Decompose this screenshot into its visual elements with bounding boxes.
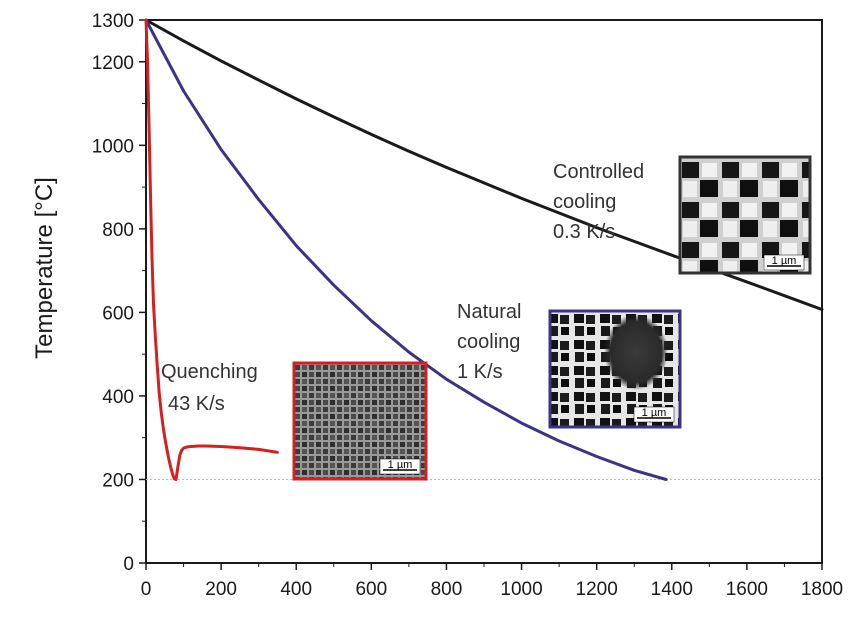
y-tick-label: 1200 bbox=[92, 53, 134, 74]
micrograph-natural: 1 µm bbox=[548, 309, 682, 429]
y-tick-label: 600 bbox=[102, 303, 134, 324]
scale-bar-natural: 1 µm bbox=[642, 407, 667, 419]
annotation-controlled: Controlled cooling 0.3 K/s 1 µm bbox=[553, 155, 812, 275]
annotation-controlled-line-3: 0.3 K/s bbox=[553, 221, 615, 243]
x-tick-label: 600 bbox=[355, 579, 387, 600]
scale-bar-quenching: 1 µm bbox=[388, 459, 413, 471]
plot-frame bbox=[145, 19, 823, 564]
series-line-natural bbox=[144, 18, 668, 481]
y-axis-title: Temperature [°C] bbox=[31, 177, 58, 359]
y-tick-label: 0 bbox=[123, 554, 134, 575]
x-tick-label: 1400 bbox=[651, 579, 693, 600]
annotation-quenching-line-1: Quenching bbox=[161, 361, 258, 383]
y-tick-label: 800 bbox=[102, 220, 134, 241]
x-tick-label: 1000 bbox=[500, 579, 542, 600]
y-tick-label: 1300 bbox=[92, 11, 134, 32]
annotation-natural-line-2: cooling bbox=[457, 331, 520, 353]
x-tick-label: 0 bbox=[141, 579, 152, 600]
annotation-natural-line-3: 1 K/s bbox=[457, 361, 503, 383]
annotation-controlled-line-2: cooling bbox=[553, 191, 616, 213]
x-tick-label: 200 bbox=[205, 579, 237, 600]
annotation-quenching: Quenching 43 K/s 1 µm bbox=[161, 361, 428, 481]
y-tick-label: 400 bbox=[102, 387, 134, 408]
x-tick-label: 1200 bbox=[576, 579, 618, 600]
scale-bar-controlled: 1 µm bbox=[772, 255, 797, 267]
x-tick-label: 1800 bbox=[801, 579, 843, 600]
x-tick-label: 1600 bbox=[726, 579, 768, 600]
x-tick-label: 800 bbox=[431, 579, 463, 600]
x-tick-label: 400 bbox=[280, 579, 312, 600]
series-line-quenching bbox=[144, 18, 279, 481]
y-tick-label: 200 bbox=[102, 470, 134, 491]
y-tick-label: 1000 bbox=[92, 136, 134, 157]
annotation-natural-line-1: Natural bbox=[457, 301, 521, 323]
annotation-controlled-line-1: Controlled bbox=[553, 161, 644, 183]
annotation-natural: Natural cooling 1 K/s 1 µm bbox=[457, 301, 682, 429]
annotation-quenching-line-2: 43 K/s bbox=[168, 393, 225, 415]
micrograph-quenching: 1 µm bbox=[292, 361, 428, 481]
axes: 0 200 400 600 800 1000 1200 1400 1600 1800 0 200 400… bbox=[92, 11, 843, 600]
micrograph-controlled: 1 µm bbox=[678, 155, 812, 275]
